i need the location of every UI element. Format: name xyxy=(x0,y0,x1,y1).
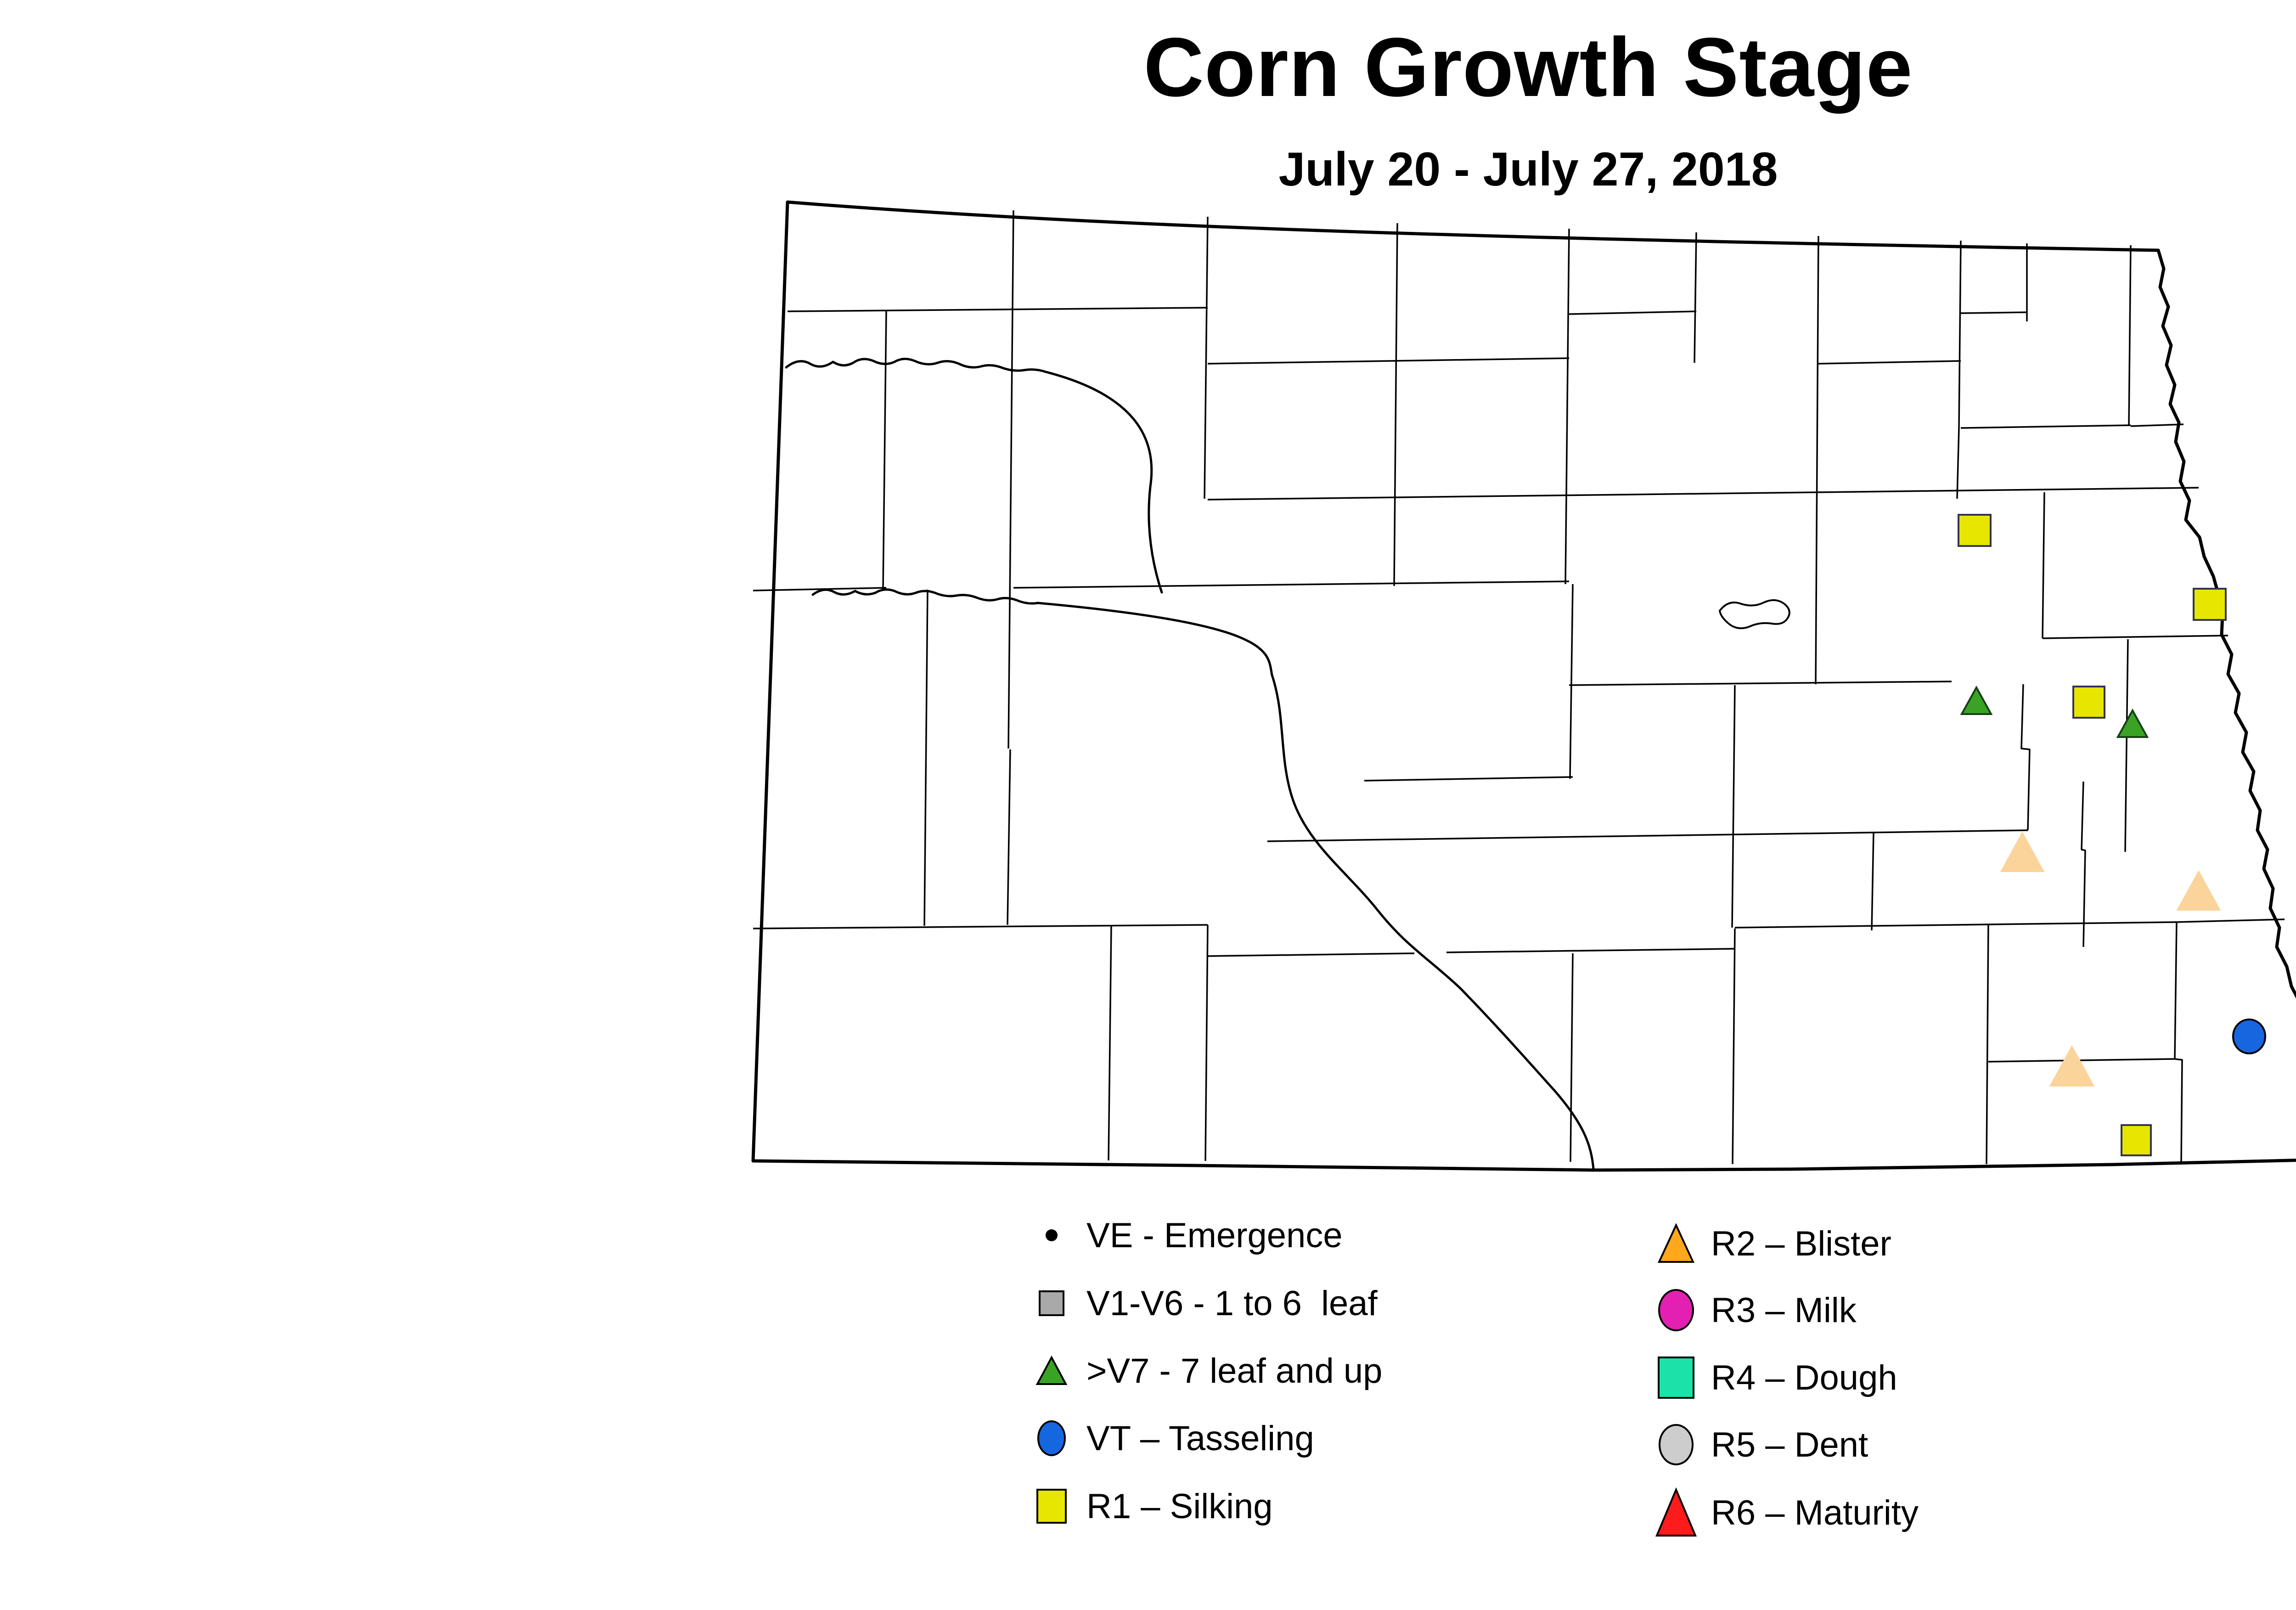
legend-item-label: VT – Tasseling xyxy=(1086,1419,1314,1458)
legend-marker-r2-icon xyxy=(1657,1223,1695,1263)
legend-item-label: R3 – Milk xyxy=(1711,1290,1857,1330)
missouri-river-lines xyxy=(785,358,1790,1170)
legend-item-r1: R1 – Silking xyxy=(1025,1472,1273,1541)
county-lines xyxy=(753,210,2285,1165)
legend-item-label: >V7 - 7 leaf and up xyxy=(1086,1351,1383,1390)
legend-marker-vt-icon xyxy=(1037,1420,1066,1456)
map-marker-vt-tasseling-1 xyxy=(2232,1019,2266,1054)
legend-marker-r1-icon xyxy=(1036,1489,1067,1524)
state-outline xyxy=(751,200,2296,1172)
legend-marker-v7-icon xyxy=(1035,1355,1068,1385)
legend-marker-r5-icon xyxy=(1659,1424,1694,1465)
legend-marker-box xyxy=(1649,1209,1703,1278)
map-marker-v7-leaf-2 xyxy=(2116,708,2149,738)
map-marker-r2-blister-2 xyxy=(2176,870,2221,911)
legend-item-label: R4 – Dough xyxy=(1711,1358,1897,1397)
legend-marker-box xyxy=(1649,1478,1703,1547)
legend-marker-box xyxy=(1025,1404,1078,1473)
legend-marker-box xyxy=(1025,1201,1078,1270)
legend-item-r5: R5 – Dent xyxy=(1649,1410,1868,1479)
legend-marker-ve-icon xyxy=(1046,1229,1058,1241)
legend-marker-box xyxy=(1025,1472,1078,1541)
legend-marker-box xyxy=(1649,1343,1703,1412)
legend-item-label: R6 – Maturity xyxy=(1711,1493,1919,1532)
devils-lake-outline xyxy=(1719,599,1790,630)
legend-item-v7: >V7 - 7 leaf and up xyxy=(1025,1336,1382,1405)
legend-item-ve: VE - Emergence xyxy=(1025,1201,1343,1270)
page-title: Corn Growth Stage xyxy=(1143,20,1913,114)
page-subtitle: July 20 - July 27, 2018 xyxy=(1278,143,1778,196)
legend-marker-r3-icon xyxy=(1658,1289,1694,1331)
map-markers xyxy=(1958,514,2266,1156)
legend-marker-r4-icon xyxy=(1658,1357,1694,1399)
legend-item-r4: R4 – Dough xyxy=(1649,1343,1897,1412)
map-marker-r1-silking-1 xyxy=(1958,514,1992,547)
legend-marker-box xyxy=(1649,1410,1703,1479)
legend-item-vt: VT – Tasseling xyxy=(1025,1404,1314,1473)
legend-item-r3: R3 – Milk xyxy=(1649,1276,1857,1345)
legend-item-label: R2 – Blister xyxy=(1711,1224,1891,1263)
legend-marker-box xyxy=(1025,1269,1078,1338)
map-marker-r1-silking-2 xyxy=(2193,588,2227,621)
legend-marker-r6-icon xyxy=(1655,1487,1697,1537)
map-marker-r2-blister-1 xyxy=(2000,831,2045,872)
legend-item-label: V1-V6 - 1 to 6 leaf xyxy=(1086,1283,1378,1323)
map-marker-r1-silking-4 xyxy=(2121,1124,2152,1156)
legend-item-label: R5 – Dent xyxy=(1711,1425,1868,1464)
legend-item-r6: R6 – Maturity xyxy=(1649,1478,1919,1547)
map-marker-v7-leaf-1 xyxy=(1960,685,1993,715)
legend-marker-v1v6-icon xyxy=(1039,1290,1064,1316)
legend-item-label: VE - Emergence xyxy=(1086,1216,1343,1255)
legend-marker-box xyxy=(1025,1336,1078,1405)
legend-item-label: R1 – Silking xyxy=(1086,1486,1273,1526)
map-marker-r1-silking-3 xyxy=(2072,686,2105,719)
map-marker-r2-blister-3 xyxy=(2049,1045,2095,1086)
legend-marker-box xyxy=(1649,1276,1703,1345)
legend-item-v1v6: V1-V6 - 1 to 6 leaf xyxy=(1025,1269,1378,1338)
legend-item-r2: R2 – Blister xyxy=(1649,1209,1891,1278)
